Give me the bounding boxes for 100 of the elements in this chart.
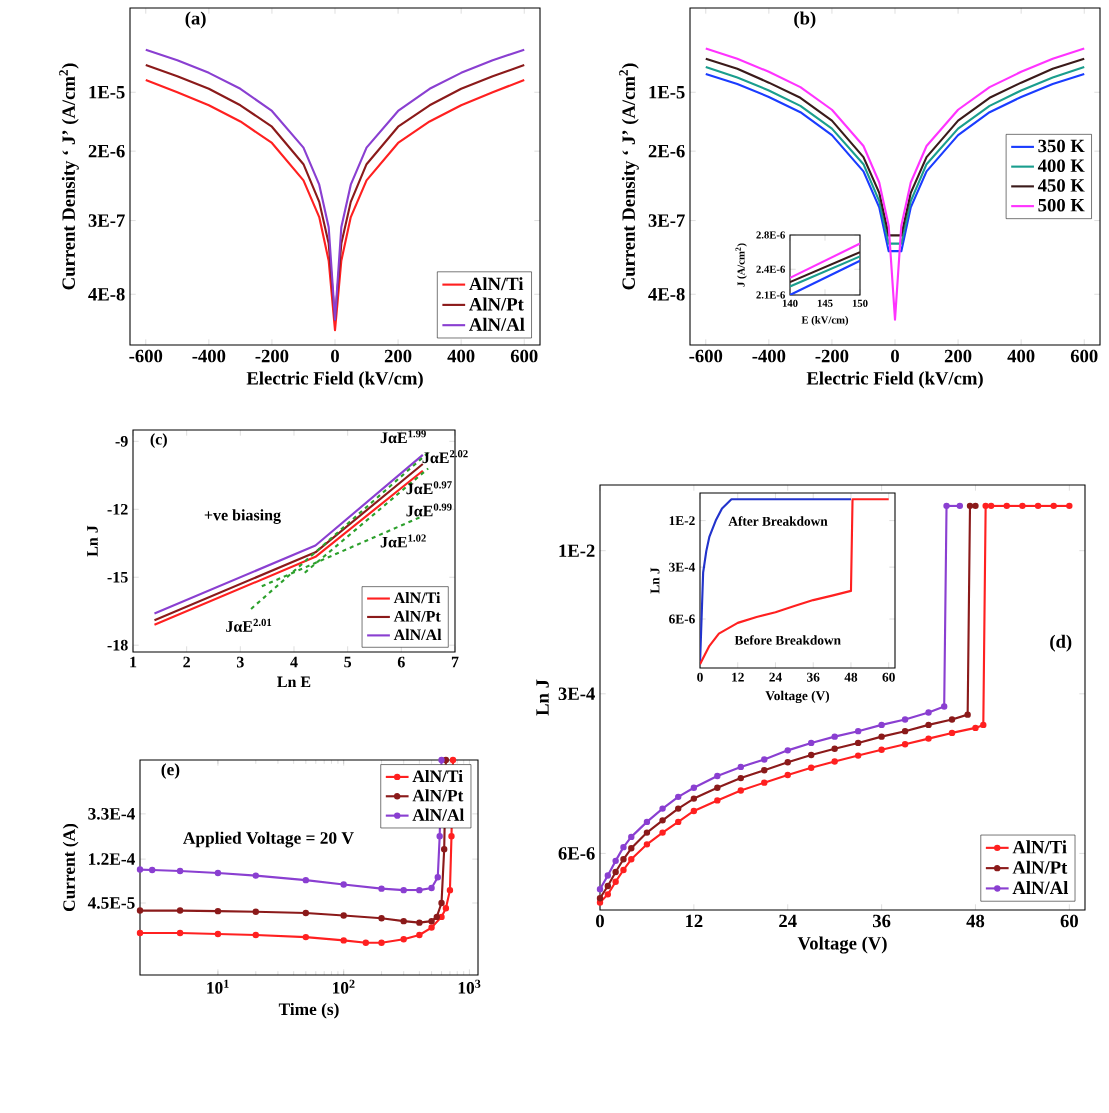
point [612, 868, 619, 876]
x-tick-label: 4 [290, 656, 298, 668]
x-tick-label: -200 [815, 349, 849, 363]
point [628, 833, 635, 841]
point [628, 856, 635, 863]
x-tick-label: 140 [782, 299, 798, 307]
x-tick-label: 0 [596, 914, 604, 928]
legend-label: AlN/Pt [469, 297, 524, 311]
y-tick-label: 1E-5 [649, 85, 685, 99]
annotation: JαE$^{2.01}$ [226, 618, 272, 632]
y-tick-label: 4E-8 [648, 287, 685, 301]
point [948, 716, 956, 723]
point [612, 878, 619, 885]
point [620, 843, 627, 851]
legend-label: AlN/Pt [412, 789, 464, 802]
point [948, 729, 956, 737]
point [1034, 502, 1042, 510]
x-tick-label: 5 [344, 656, 352, 668]
point [714, 772, 721, 780]
point [831, 733, 838, 740]
y-tick-label: 3.3E-4 [88, 808, 135, 820]
y-tick-label: 6E-6 [669, 614, 695, 624]
point [925, 721, 932, 729]
point [854, 752, 862, 759]
y-tick-label: 3E-4 [558, 687, 595, 701]
point [643, 829, 651, 836]
legend-label: 500 K [1038, 198, 1085, 212]
point [966, 502, 974, 510]
x-tick-label: 0 [697, 672, 703, 682]
x-tick-label: 0 [891, 349, 899, 363]
y-tick-label: 3E-4 [669, 562, 696, 572]
point [808, 764, 815, 771]
point [925, 735, 932, 742]
x-tick-label: 600 [510, 349, 538, 363]
x-axis-title: E (kV/cm) [801, 316, 849, 326]
point [901, 741, 909, 748]
x-tick-label: 48 [966, 914, 985, 928]
y-axis-title: Ln J [87, 525, 98, 557]
point [972, 502, 979, 510]
point [854, 739, 862, 747]
legend-label: AlN/Al [412, 808, 465, 821]
point [831, 758, 838, 765]
y-tick-label: 6E-6 [558, 847, 595, 860]
y-axis-title: Current (A) [62, 823, 79, 912]
legend-label: AlN/Pt [393, 610, 441, 622]
y-tick-label: -15 [107, 571, 128, 583]
x-tick-label: 3 [236, 656, 244, 668]
annotation: Applied Voltage = 20 V [183, 831, 354, 848]
point [596, 885, 604, 893]
legend-label: AlN/Al [1012, 880, 1069, 895]
point [808, 739, 815, 747]
y-tick-label: 1E-5 [89, 85, 125, 99]
point [964, 711, 971, 718]
point [714, 784, 721, 791]
legend-label: 350 K [1038, 139, 1085, 153]
x-axis-title: Time (s) [278, 1002, 339, 1019]
x-axis-title: Electric Field (kV/cm) [246, 371, 423, 389]
y-tick-label: 1E-2 [669, 516, 695, 526]
legend-label: AlN/Ti [469, 277, 524, 291]
point [675, 818, 682, 826]
y-axis-title: Ln J [536, 679, 549, 716]
point [604, 882, 612, 890]
point [604, 891, 612, 898]
x-tick-label: 36 [807, 672, 820, 682]
legend-label: AlN/Al [393, 628, 442, 641]
y-tick-label: 2.8E-6 [756, 231, 785, 239]
x-tick-label: 10$^{3}$ [458, 979, 481, 994]
point [808, 751, 815, 759]
point [604, 872, 612, 879]
y-tick-label: -9 [115, 435, 128, 447]
point [1019, 502, 1026, 510]
point [761, 779, 768, 786]
point [1003, 502, 1010, 510]
legend-label: 450 K [1037, 179, 1085, 192]
annotation: JαE$^{2.02}$ [422, 450, 468, 464]
x-tick-label: 24 [779, 914, 797, 928]
point [761, 756, 768, 763]
point [628, 845, 635, 852]
x-tick-label: 24 [769, 672, 782, 682]
chart-title: (b) [794, 11, 816, 29]
x-tick-label: 400 [447, 349, 475, 363]
y-tick-label: 2E-6 [648, 144, 685, 158]
point [784, 759, 791, 766]
y-tick-label: 2.1E-6 [756, 291, 785, 299]
x-tick-label: 48 [844, 672, 858, 682]
annotation: After Breakdown [728, 516, 828, 526]
legend-label: AlN/Ti [1012, 840, 1067, 854]
point [659, 817, 666, 824]
chart-title: (c) [150, 433, 167, 448]
x-axis-title: Electric Field (kV/cm) [806, 371, 983, 389]
x-tick-label: 60 [1060, 914, 1078, 928]
text: (d) [1050, 634, 1072, 652]
legend-label: AlN/Al [469, 317, 525, 331]
point [972, 724, 979, 732]
x-tick-label: 200 [384, 349, 412, 363]
x-tick-label: 200 [944, 349, 972, 363]
annotation: JαE$^{0.97}$ [406, 481, 452, 495]
point [784, 771, 791, 779]
chart-title: (e) [161, 763, 180, 779]
y-tick-label: 4.5E-5 [87, 897, 135, 909]
